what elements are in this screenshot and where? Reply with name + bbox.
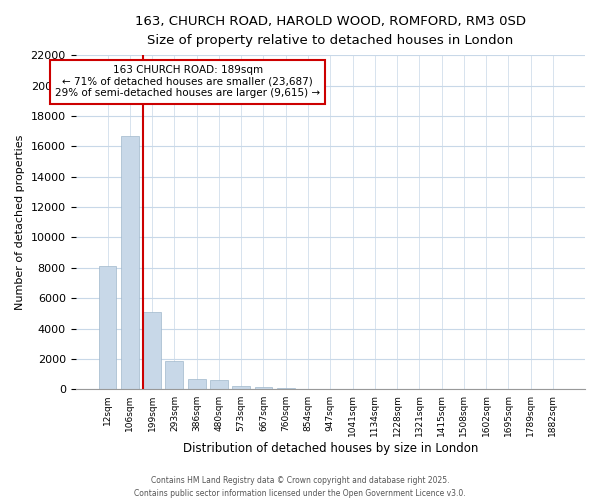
Bar bbox=[98, 266, 116, 390]
Bar bbox=[143, 312, 161, 390]
Bar bbox=[277, 388, 295, 390]
Bar bbox=[299, 388, 317, 390]
Bar bbox=[210, 380, 228, 390]
Bar bbox=[188, 379, 206, 390]
Bar bbox=[121, 136, 139, 390]
Title: 163, CHURCH ROAD, HAROLD WOOD, ROMFORD, RM3 0SD
Size of property relative to det: 163, CHURCH ROAD, HAROLD WOOD, ROMFORD, … bbox=[135, 15, 526, 47]
Bar bbox=[166, 362, 184, 390]
Bar bbox=[254, 387, 272, 390]
Bar bbox=[232, 386, 250, 390]
Y-axis label: Number of detached properties: Number of detached properties bbox=[15, 134, 25, 310]
X-axis label: Distribution of detached houses by size in London: Distribution of detached houses by size … bbox=[182, 442, 478, 455]
Text: Contains HM Land Registry data © Crown copyright and database right 2025.
Contai: Contains HM Land Registry data © Crown c… bbox=[134, 476, 466, 498]
Text: 163 CHURCH ROAD: 189sqm
← 71% of detached houses are smaller (23,687)
29% of sem: 163 CHURCH ROAD: 189sqm ← 71% of detache… bbox=[55, 65, 320, 98]
